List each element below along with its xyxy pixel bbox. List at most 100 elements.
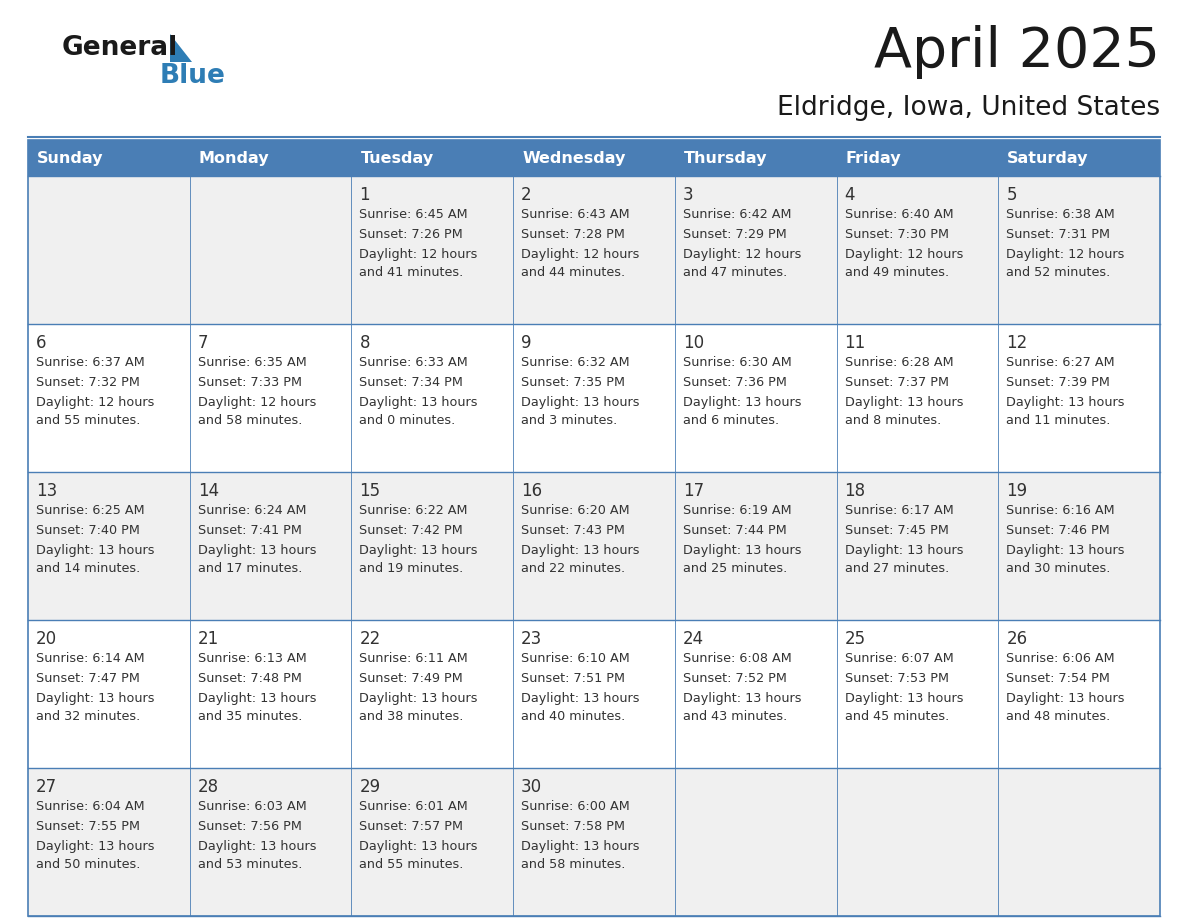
Bar [29, 324, 190, 472]
Text: Sunset: 7:32 PM: Sunset: 7:32 PM [36, 376, 140, 389]
Bar [675, 140, 836, 176]
Text: and 35 minutes.: and 35 minutes. [197, 710, 302, 723]
Text: Daylight: 13 hours: Daylight: 13 hours [845, 396, 963, 409]
Text: 4: 4 [845, 186, 855, 204]
Text: Daylight: 13 hours: Daylight: 13 hours [845, 692, 963, 705]
Text: Sunrise: 6:16 AM: Sunrise: 6:16 AM [1006, 504, 1114, 517]
Text: Sunset: 7:35 PM: Sunset: 7:35 PM [522, 376, 625, 389]
Text: Sunrise: 6:35 AM: Sunrise: 6:35 AM [197, 356, 307, 369]
Text: and 52 minutes.: and 52 minutes. [1006, 266, 1111, 279]
Bar [998, 472, 1159, 620]
Text: and 3 minutes.: and 3 minutes. [522, 414, 618, 427]
Text: Sunrise: 6:19 AM: Sunrise: 6:19 AM [683, 504, 791, 517]
Text: 5: 5 [1006, 186, 1017, 204]
Text: Sunset: 7:40 PM: Sunset: 7:40 PM [36, 524, 140, 537]
Text: 2: 2 [522, 186, 532, 204]
Text: 8: 8 [360, 334, 369, 352]
Text: Sunrise: 6:11 AM: Sunrise: 6:11 AM [360, 652, 468, 665]
Text: Sunset: 7:36 PM: Sunset: 7:36 PM [683, 376, 786, 389]
Text: 23: 23 [522, 630, 543, 648]
Text: 17: 17 [683, 482, 704, 500]
Text: Sunset: 7:51 PM: Sunset: 7:51 PM [522, 672, 625, 685]
Text: Sunset: 7:47 PM: Sunset: 7:47 PM [36, 672, 140, 685]
Text: Daylight: 13 hours: Daylight: 13 hours [522, 396, 639, 409]
Text: Sunrise: 6:13 AM: Sunrise: 6:13 AM [197, 652, 307, 665]
Text: and 58 minutes.: and 58 minutes. [197, 414, 302, 427]
Text: Daylight: 13 hours: Daylight: 13 hours [845, 544, 963, 557]
Text: and 27 minutes.: and 27 minutes. [845, 562, 949, 575]
Text: Sunset: 7:58 PM: Sunset: 7:58 PM [522, 820, 625, 833]
Text: 21: 21 [197, 630, 219, 648]
Text: 3: 3 [683, 186, 694, 204]
Bar [513, 768, 675, 916]
Text: Sunset: 7:46 PM: Sunset: 7:46 PM [1006, 524, 1110, 537]
Text: 30: 30 [522, 778, 542, 796]
Text: and 48 minutes.: and 48 minutes. [1006, 710, 1111, 723]
Text: Sunrise: 6:14 AM: Sunrise: 6:14 AM [36, 652, 145, 665]
Text: Sunday: Sunday [37, 151, 103, 166]
Text: Daylight: 13 hours: Daylight: 13 hours [522, 544, 639, 557]
Text: Sunrise: 6:33 AM: Sunrise: 6:33 AM [360, 356, 468, 369]
Text: Friday: Friday [846, 151, 902, 166]
Text: Eldridge, Iowa, United States: Eldridge, Iowa, United States [777, 95, 1159, 121]
Text: Sunrise: 6:43 AM: Sunrise: 6:43 AM [522, 208, 630, 221]
Text: 11: 11 [845, 334, 866, 352]
Text: Sunrise: 6:42 AM: Sunrise: 6:42 AM [683, 208, 791, 221]
Text: Daylight: 13 hours: Daylight: 13 hours [36, 692, 154, 705]
Text: 10: 10 [683, 334, 704, 352]
Text: and 25 minutes.: and 25 minutes. [683, 562, 788, 575]
Text: 18: 18 [845, 482, 866, 500]
Text: and 0 minutes.: and 0 minutes. [360, 414, 456, 427]
Text: Daylight: 12 hours: Daylight: 12 hours [197, 396, 316, 409]
Text: Daylight: 12 hours: Daylight: 12 hours [1006, 248, 1125, 261]
Bar [352, 768, 513, 916]
Text: and 22 minutes.: and 22 minutes. [522, 562, 625, 575]
Text: and 58 minutes.: and 58 minutes. [522, 858, 626, 871]
Bar [29, 140, 1159, 916]
Bar [29, 140, 190, 176]
Text: Sunset: 7:34 PM: Sunset: 7:34 PM [360, 376, 463, 389]
Text: Daylight: 13 hours: Daylight: 13 hours [36, 840, 154, 853]
Text: Sunset: 7:44 PM: Sunset: 7:44 PM [683, 524, 786, 537]
Text: 16: 16 [522, 482, 542, 500]
Text: and 11 minutes.: and 11 minutes. [1006, 414, 1111, 427]
Bar [998, 324, 1159, 472]
Bar [513, 324, 675, 472]
Bar [513, 472, 675, 620]
Polygon shape [170, 34, 192, 62]
Text: and 50 minutes.: and 50 minutes. [36, 858, 140, 871]
Text: Sunset: 7:49 PM: Sunset: 7:49 PM [360, 672, 463, 685]
Bar [998, 768, 1159, 916]
Text: Sunrise: 6:04 AM: Sunrise: 6:04 AM [36, 800, 145, 813]
Text: Sunset: 7:28 PM: Sunset: 7:28 PM [522, 228, 625, 241]
Text: 20: 20 [36, 630, 57, 648]
Bar [352, 472, 513, 620]
Bar [836, 620, 998, 768]
Text: Sunrise: 6:07 AM: Sunrise: 6:07 AM [845, 652, 953, 665]
Text: and 17 minutes.: and 17 minutes. [197, 562, 302, 575]
Text: Daylight: 12 hours: Daylight: 12 hours [36, 396, 154, 409]
Text: 9: 9 [522, 334, 532, 352]
Text: Sunset: 7:43 PM: Sunset: 7:43 PM [522, 524, 625, 537]
Text: Sunset: 7:33 PM: Sunset: 7:33 PM [197, 376, 302, 389]
Bar [998, 176, 1159, 324]
Text: Sunrise: 6:45 AM: Sunrise: 6:45 AM [360, 208, 468, 221]
Bar [352, 324, 513, 472]
Text: April 2025: April 2025 [874, 25, 1159, 79]
Text: and 30 minutes.: and 30 minutes. [1006, 562, 1111, 575]
Bar [190, 620, 352, 768]
Bar [29, 768, 190, 916]
Text: and 14 minutes.: and 14 minutes. [36, 562, 140, 575]
Text: 15: 15 [360, 482, 380, 500]
Text: 22: 22 [360, 630, 380, 648]
Text: 28: 28 [197, 778, 219, 796]
Text: and 40 minutes.: and 40 minutes. [522, 710, 625, 723]
Text: Sunrise: 6:01 AM: Sunrise: 6:01 AM [360, 800, 468, 813]
Bar [513, 620, 675, 768]
Text: Daylight: 12 hours: Daylight: 12 hours [845, 248, 963, 261]
Text: Sunset: 7:45 PM: Sunset: 7:45 PM [845, 524, 948, 537]
Text: Sunset: 7:56 PM: Sunset: 7:56 PM [197, 820, 302, 833]
Text: Daylight: 13 hours: Daylight: 13 hours [1006, 544, 1125, 557]
Text: and 45 minutes.: and 45 minutes. [845, 710, 949, 723]
Text: and 41 minutes.: and 41 minutes. [360, 266, 463, 279]
